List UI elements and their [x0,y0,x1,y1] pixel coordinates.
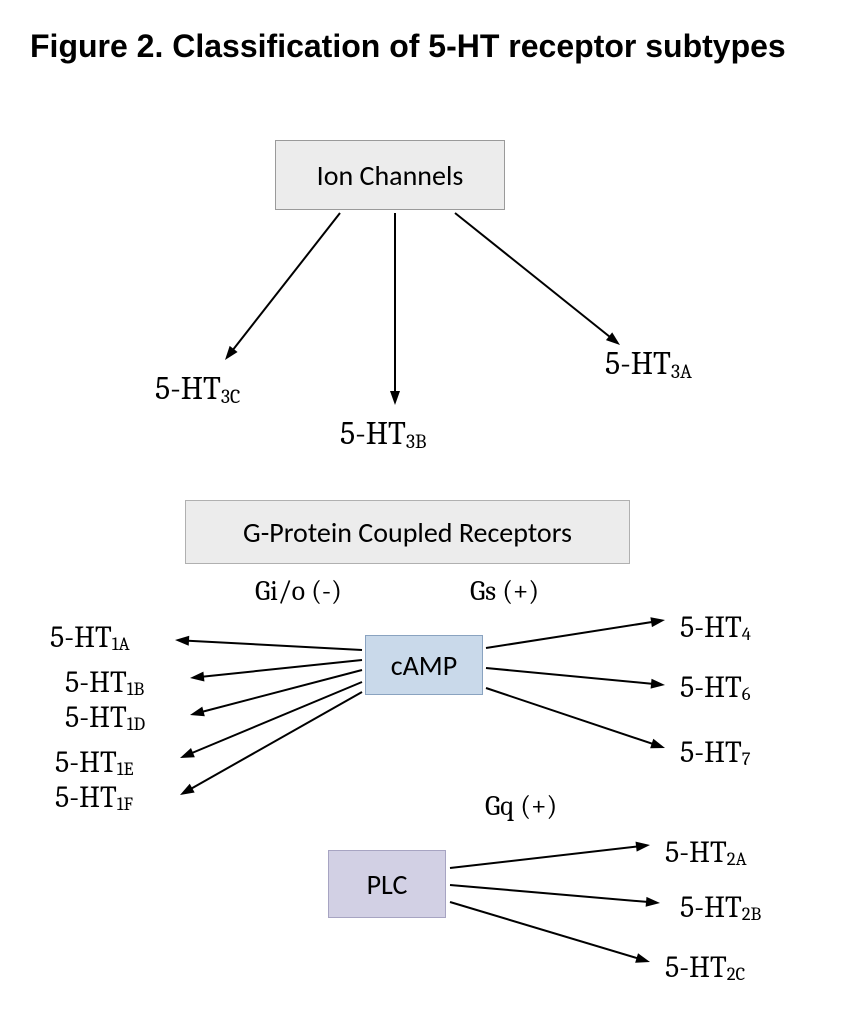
arrow-camp-to-1e [188,682,362,755]
figure-title: Figure 2. Classification of 5-HT recepto… [30,28,786,65]
label-gq: Gq (+) [485,790,557,822]
arrowhead-ionch-to-3c [225,346,238,360]
label-5ht1b: 5-HT1B [65,665,144,700]
arrowhead-camp-to-1d [190,707,205,717]
arrowhead-camp-to-4 [650,617,665,627]
box-ion-channels: Ion Channels [275,140,505,210]
arrow-plc-to-2b [450,885,652,902]
arrow-camp-to-7 [486,688,657,745]
arrow-plc-to-2a [450,846,642,868]
arrowhead-plc-to-2a [636,842,650,852]
box-plc: PLC [328,850,446,918]
arrowhead-camp-to-6 [651,679,665,689]
label-5ht7: 5-HT7 [680,735,750,770]
arrowhead-ionch-to-3a [606,332,620,345]
arrowhead-camp-to-1b [190,672,204,682]
label-5ht1a: 5-HT1A [50,620,130,655]
box-camp-label: cAMP [391,648,457,683]
label-gio: Gi/o (-) [255,575,342,607]
arrowhead-ionch-to-3b [390,391,400,405]
box-gpcr-label: G-Protein Coupled Receptors [243,515,572,550]
arrowhead-plc-to-2c [635,953,650,963]
arrowhead-plc-to-2b [646,897,660,907]
box-ion-channels-label: Ion Channels [317,158,464,193]
arrow-camp-to-1a [183,640,362,650]
label-5ht2b: 5-HT2B [680,890,761,925]
arrow-ionch-to-3c [230,213,340,353]
label-5ht1e: 5-HT1E [55,745,134,780]
arrow-camp-to-4 [486,621,657,648]
arrowhead-camp-to-1e [180,748,195,758]
box-gpcr: G-Protein Coupled Receptors [185,500,630,564]
label-5ht3c: 5-HT3C [155,370,240,407]
label-5ht4: 5-HT4 [680,610,751,645]
label-5ht1f: 5-HT1F [55,780,133,815]
label-5ht2c: 5-HT2C [665,950,745,985]
arrow-camp-to-1f [187,692,362,791]
figure-canvas: Figure 2. Classification of 5-HT recepto… [0,0,867,1024]
label-5ht1d: 5-HT1D [65,700,145,735]
arrow-camp-to-1d [198,670,362,713]
box-plc-label: PLC [367,867,408,902]
label-gs: Gs (+) [470,575,539,607]
arrowhead-camp-to-7 [650,739,665,748]
arrow-camp-to-6 [486,668,657,684]
arrowhead-camp-to-1a [175,636,189,646]
label-5ht3b: 5-HT3B [340,415,426,452]
arrow-ionch-to-3a [455,213,613,340]
arrow-camp-to-1b [198,660,362,677]
arrowhead-camp-to-1f [180,784,195,795]
arrow-plc-to-2c [450,902,642,960]
label-5ht3a: 5-HT3A [605,345,692,382]
box-camp: cAMP [365,635,483,695]
label-5ht2a: 5-HT2A [665,835,747,870]
label-5ht6: 5-HT6 [680,670,750,705]
